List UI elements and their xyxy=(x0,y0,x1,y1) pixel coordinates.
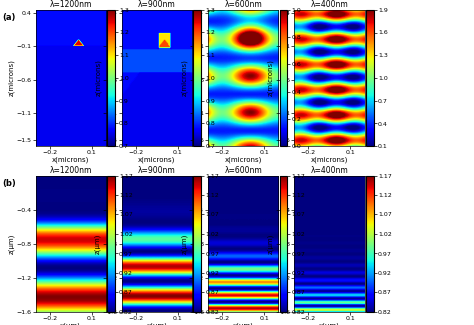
Text: (b): (b) xyxy=(2,179,16,188)
Title: λ=600nm: λ=600nm xyxy=(224,166,262,175)
Y-axis label: z(μm): z(μm) xyxy=(267,234,273,254)
Y-axis label: z(microns): z(microns) xyxy=(95,59,101,97)
X-axis label: x(μm): x(μm) xyxy=(60,322,81,325)
Y-axis label: z(microns): z(microns) xyxy=(9,59,15,97)
Y-axis label: z(microns): z(microns) xyxy=(181,59,188,97)
Title: λ=600nm: λ=600nm xyxy=(224,0,262,9)
Title: λ=400nm: λ=400nm xyxy=(310,0,348,9)
Title: λ=1200nm: λ=1200nm xyxy=(49,166,92,175)
Title: λ=900nm: λ=900nm xyxy=(138,0,176,9)
X-axis label: x(microns): x(microns) xyxy=(138,157,175,163)
Y-axis label: z(μm): z(μm) xyxy=(95,234,101,254)
X-axis label: x(microns): x(microns) xyxy=(311,157,348,163)
Y-axis label: z(microns): z(microns) xyxy=(267,59,274,97)
Y-axis label: z(μm): z(μm) xyxy=(181,234,187,254)
Title: λ=1200nm: λ=1200nm xyxy=(49,0,92,9)
X-axis label: x(microns): x(microns) xyxy=(52,157,89,163)
X-axis label: x(μm): x(μm) xyxy=(319,322,340,325)
X-axis label: x(μm): x(μm) xyxy=(233,322,254,325)
Title: λ=400nm: λ=400nm xyxy=(310,166,348,175)
X-axis label: x(microns): x(microns) xyxy=(225,157,262,163)
Title: λ=900nm: λ=900nm xyxy=(138,166,176,175)
X-axis label: x(μm): x(μm) xyxy=(146,322,167,325)
Text: (a): (a) xyxy=(2,13,16,22)
Y-axis label: z(μm): z(μm) xyxy=(9,234,15,254)
